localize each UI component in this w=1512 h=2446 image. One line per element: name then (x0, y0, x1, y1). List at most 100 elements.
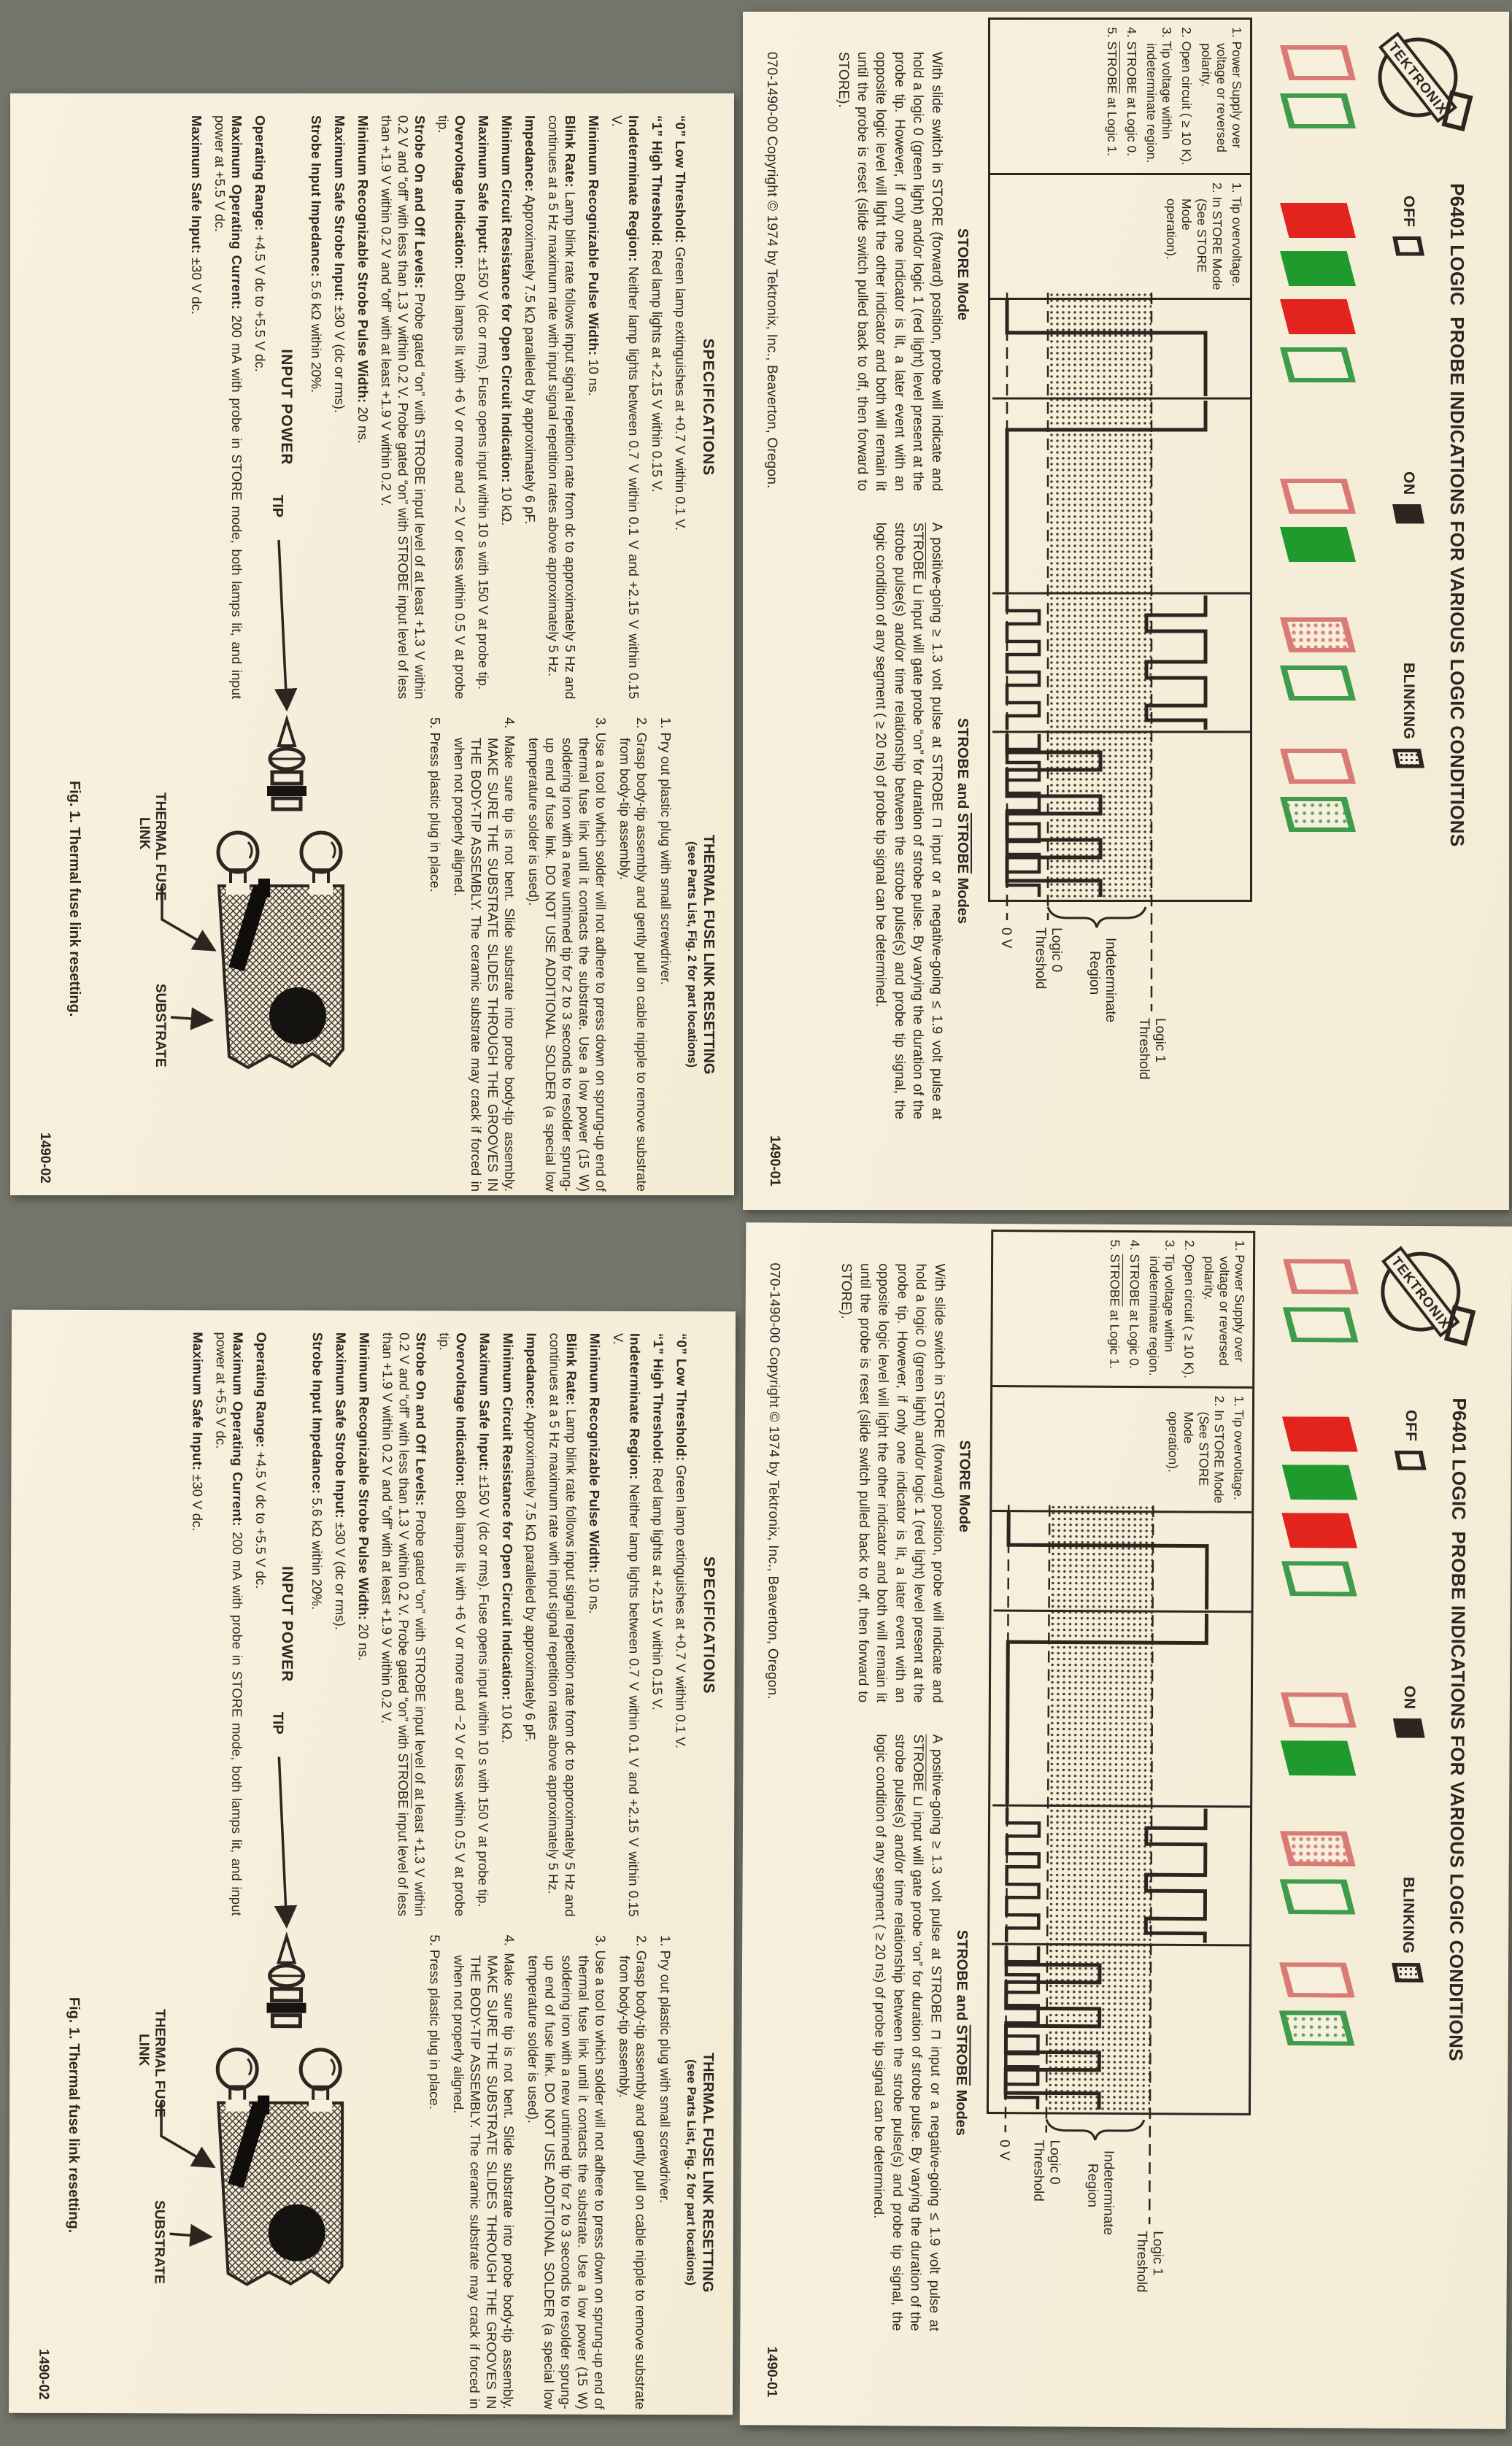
spec-item: Impedance: Approximately 7.5 kΩ parallel… (522, 115, 539, 699)
thermal-step-text: 4. Make sure tip is not bent. Slide subs… (452, 717, 517, 1192)
spec-item-label: Minimum Circuit Resistance for Open Circ… (499, 1332, 516, 1700)
green-lamp-indicator (1281, 1561, 1357, 1597)
condition-item: 2. Open circuit ( ≥ 10 K). (1181, 1240, 1197, 1379)
legend-item: ON (1393, 1686, 1425, 1738)
part-number: 1490-01 (767, 1135, 782, 1187)
input-power-item-value: +4.5 V dc to +5.5 V dc. (252, 1451, 269, 1589)
condition-item: 4. STROBE at Logic 0. (1127, 1240, 1143, 1370)
thermal-subtitle: (see Parts List, Fig. 2 for part locatio… (685, 841, 698, 1068)
lamp-state-legend: OFF ON BLINKING (1384, 1226, 1428, 2424)
spec-item-label: Impedance: (522, 115, 538, 192)
condition-item: 1. Tip overvoltage. (1231, 1395, 1247, 1500)
probe-tip-drawing (266, 1931, 306, 2029)
spec-item: Strobe On and Off Levels: Probe gated “o… (378, 1332, 430, 1916)
condition-item: 1. Power Supply over voltage or reversed… (1201, 1240, 1248, 1366)
legend-item: ON (1392, 471, 1424, 524)
thermal-subtitle: (see Parts List, Fig. 2 for part locatio… (684, 2059, 698, 2286)
logic-0-threshold-label: Logic 0 (1046, 2140, 1062, 2184)
spec-item-label: Overvoltage Indication: (452, 115, 468, 269)
lamp-state-legend: OFF ON BLINKING (1386, 12, 1424, 1210)
svg-text:Threshold: Threshold (1030, 2140, 1046, 2202)
zero-volt-label: 0 V (997, 2140, 1012, 2161)
legend-item: BLINKING (1392, 663, 1424, 768)
fuse-leader-arrow (161, 886, 217, 952)
legend-lamp-glyph-icon (1393, 1718, 1425, 1737)
thermal-fuse-column: THERMAL FUSE LINK RESETTING (see Parts L… (418, 1934, 717, 2410)
substrate-leader-arrow (170, 1007, 215, 1030)
spec-item-value: ±30 V (dc or rms). (332, 1521, 349, 1630)
red-lamp-indicator (1280, 299, 1356, 334)
spec-item: Blink Rate: Lamp blink rate follows inpu… (545, 115, 579, 699)
thermal-step-text: 4. Make sure tip is not bent. Slide subs… (451, 1934, 517, 2410)
spec-item-label: Maximum Safe Input: (477, 1332, 493, 1472)
spec-item-value: 10 ns. (586, 1577, 603, 1614)
lamp-pair (1280, 749, 1356, 832)
spec-item: “1” High Threshold: Red lamp lights at +… (649, 115, 666, 699)
figure-caption: Fig. 1. Thermal fuse link resetting. (66, 1997, 82, 2233)
spec-item: “0” Low Threshold: Green lamp extinguish… (672, 115, 689, 699)
thermal-fuse-link-drawing (228, 884, 269, 972)
spec-item-label: Impedance: (523, 1332, 539, 1410)
spec-item: Impedance: Approximately 7.5 kΩ parallel… (522, 1333, 540, 1917)
legend-lamp-glyph-icon (1392, 236, 1424, 256)
spec-item-label: “1” High Threshold: (650, 1332, 666, 1465)
card-title: P6401 LOGIC PROBE INDICATIONS FOR VARIOU… (1445, 1397, 1471, 2061)
thermal-fuse-link-label-line1: THERMAL FUSE (153, 792, 168, 900)
red-lamp-indicator (1280, 617, 1356, 652)
both-lamps-off-conditions: 1. Power Supply over voltage or reversed… (992, 1232, 1253, 1386)
spec-item: Overvoltage Indication: Both lamps lit w… (435, 1332, 470, 1916)
condition-item: 5. STROBE at Logic 1. (1107, 1239, 1123, 1370)
tip-signal-waveforms (1005, 300, 1208, 897)
tip-label: TIP (269, 1712, 285, 1735)
green-lamp-indicator (1280, 665, 1356, 701)
spec-item-label: Minimum Recognizable Strobe Pulse Width: (355, 115, 371, 404)
indeterminate-brace (1045, 2118, 1146, 2141)
spec-item-label: “0” Low Threshold: (674, 1333, 690, 1462)
logic-0-threshold-line (1045, 1505, 1051, 2133)
green-lamp-indicator (1281, 1465, 1357, 1500)
thermal-step-text: 3. Use a tool to which solder will not a… (526, 717, 609, 1192)
spec-item-value: Green lamp extinguishes at +0.7 V within… (673, 1465, 690, 1749)
spec-item-value: ±150 V (dc or rms). Fuse opens input wit… (476, 258, 491, 690)
figure-caption: Fig. 1. Thermal fuse link resetting. (66, 781, 82, 1016)
input-power-item-label: Maximum Safe Input: (189, 115, 204, 254)
condition-item: 4. STROBE at Logic 0. (1125, 27, 1139, 157)
strobe-modes-heading: STROBE and STROBE Modes (952, 1929, 971, 2137)
store-mode-heading: STORE Mode (954, 228, 971, 321)
condition-item: 5. STROBE at Logic 1. (1105, 27, 1119, 157)
spec-card-content: SPECIFICATIONS “0” Low Threshold: Green … (9, 1310, 736, 2414)
spec-item-label: Blink Rate: (563, 115, 578, 188)
tektronix-logo: TEKTRONIX (1378, 31, 1473, 132)
lamp-bulbs-drawing (215, 2048, 342, 2103)
indeterminate-brace (1046, 906, 1147, 928)
thermal-step: 3. Use a tool to which solder will not a… (524, 1935, 609, 2410)
figure-1-thermal-fuse-diagram: TIP (66, 495, 344, 1070)
tip-leader-arrow (274, 539, 298, 712)
indications-card-top: TEKTRONIX P6401 LOGIC PROBE INDICATIONS … (743, 12, 1509, 1210)
spec-item-value: 10 ns. (586, 359, 601, 396)
spec-item-value: Green lamp extinguishes at +0.7 V within… (673, 247, 688, 531)
thermal-step-text: 5. Press plastic plug in place. (428, 717, 443, 892)
lamp-bulbs-drawing (216, 830, 343, 886)
red-lamp-indicator (1280, 45, 1356, 80)
legend-lamp-glyph-icon (1395, 1450, 1427, 1470)
input-power-item-label: Maximum Safe Input: (190, 1332, 206, 1471)
part-number: 1490-02 (37, 1133, 53, 1184)
store-mode-paragraph: With slide switch in STORE (forward) pos… (836, 52, 945, 491)
legend-label: ON (1400, 471, 1417, 495)
thermal-title: THERMAL FUSE LINK RESETTING (699, 2052, 717, 2293)
red-lamp-indicator (1279, 1962, 1355, 1998)
green-lamp-indicator (1279, 1879, 1355, 1915)
input-power-item-label: Maximum Operating Current: (230, 1332, 246, 1527)
strobe-modes-paragraph: A positive-going ≥ 1.3 volt pulse at STR… (873, 522, 945, 1119)
spec-item-value: 20 ns. (355, 406, 371, 444)
spec-item: Maximum Safe Input: ±150 V (dc or rms). … (475, 1332, 493, 1916)
svg-text:Region: Region (1087, 951, 1102, 995)
thermal-step-text: 5. Press plastic plug in place. (427, 1934, 443, 2110)
spec-item-label: Blink Rate: (563, 1332, 579, 1405)
store-mode-paragraph: With slide switch in STORE (forward) pos… (838, 1262, 948, 1703)
zero-volt-label: 0 V (998, 927, 1014, 949)
spec-item-label: Maximum Safe Input: (476, 115, 491, 254)
thermal-step: 3. Use a tool to which solder will not a… (525, 717, 609, 1192)
lamp-pair (1280, 45, 1356, 128)
